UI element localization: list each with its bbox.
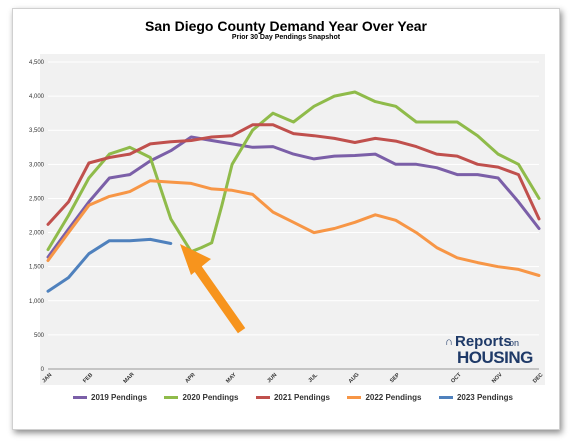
y-tick-label: 0: [41, 367, 45, 373]
series-line-2021-pendings: [46, 123, 541, 226]
y-tick-label: 2,000: [29, 231, 45, 237]
legend-item: 2023 Pendings: [438, 392, 513, 402]
plot-area: [40, 54, 545, 385]
legend-label: 2023 Pendings: [456, 392, 513, 402]
y-axis-ticks: 0 500 1,000 1,500 2,000 2,500 3,000 3,500 4,000 4…: [29, 60, 45, 373]
y-tick-label: 500: [34, 333, 45, 339]
x-axis-ticks: JAN FEB MAR APR MAY JUN JUL AUG SEP OCT NOV DEC: [41, 372, 544, 385]
legend-label: 2021 Pendings: [273, 392, 330, 402]
y-tick-label: 3,500: [29, 128, 45, 134]
chart-frame: San Diego County Demand Year Over Year P…: [12, 8, 560, 430]
chart-title: San Diego County Demand Year Over Year: [145, 18, 427, 34]
y-tick-label: 2,500: [29, 196, 45, 202]
logo-mark: ∩: [445, 336, 453, 348]
y-tick-label: 4,000: [29, 94, 45, 100]
series-line-2023-pendings: [46, 237, 173, 293]
legend-label: 2019 Pendings: [91, 392, 148, 402]
gridlines: [48, 61, 539, 370]
series-line-2022-pendings: [46, 179, 541, 277]
chart-legend: 2019 Pendings 2020 Pendings 2021 Pendings 2…: [73, 389, 513, 405]
legend-label: 2022 Pendings: [365, 392, 422, 402]
logo-line1-small: on: [509, 338, 519, 348]
legend-item: 2022 Pendings: [347, 393, 421, 402]
legend-item: 2019 Pendings: [73, 393, 147, 402]
reports-on-housing-logo: ∩ Reports on HOUSING: [445, 333, 534, 367]
chart-subtitle: Prior 30 Day Pendings Snapshot: [231, 34, 341, 41]
legend-item: 2021 Pendings: [255, 392, 330, 402]
series-line-2019-pendings: [46, 135, 541, 259]
legend-item: 2020 Pendings: [164, 392, 239, 402]
series-lines: [46, 90, 541, 293]
legend-swatch: [73, 395, 87, 399]
line-chart: 0 500 1,000 1,500 2,000 2,500 3,000 3,500 4,000 4…: [29, 54, 545, 385]
legend-swatch: [438, 395, 453, 399]
legend-swatch: [347, 395, 362, 399]
y-tick-label: 4,500: [29, 60, 45, 66]
logo-line1: Reports: [455, 333, 512, 350]
y-tick-label: 1,000: [29, 299, 45, 305]
annotation-arrow: [180, 244, 246, 334]
y-tick-label: 3,000: [29, 162, 45, 168]
legend-label: 2020 Pendings: [182, 392, 239, 402]
logo-line2: HOUSING: [457, 348, 533, 367]
legend-swatch: [255, 395, 270, 399]
y-tick-label: 1,500: [29, 265, 45, 271]
legend-swatch: [164, 395, 179, 399]
